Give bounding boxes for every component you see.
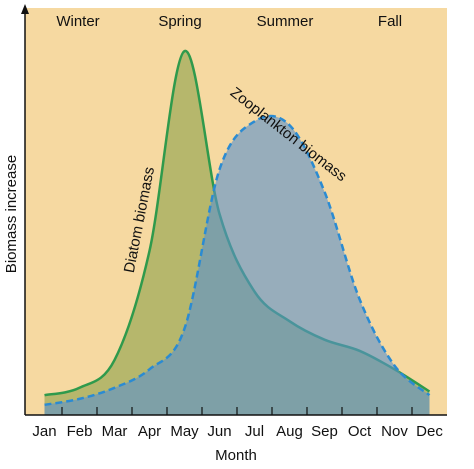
x-tick-label: Nov: [381, 423, 408, 440]
x-tick-label: Mar: [102, 423, 128, 440]
area: [44, 116, 430, 416]
x-tick-label: Apr: [138, 423, 161, 440]
y-axis-label: Biomass increase: [3, 155, 20, 273]
season-label: Winter: [56, 13, 99, 30]
season-label: Fall: [378, 13, 402, 30]
area: [44, 50, 430, 415]
x-tick-label: Aug: [276, 423, 303, 440]
x-tick-label: Oct: [348, 423, 372, 440]
x-tick-label: May: [170, 423, 199, 440]
x-tick-label: Jan: [32, 423, 56, 440]
y-axis-arrow: [21, 4, 29, 14]
x-tick-label: Jun: [207, 423, 231, 440]
x-tick-label: Dec: [416, 423, 443, 440]
line: [44, 114, 431, 407]
x-tick-label: Sep: [311, 423, 338, 440]
x-tick-label: Jul: [245, 423, 264, 440]
x-tick-label: Feb: [67, 423, 93, 440]
x-axis-label: Month: [215, 447, 257, 464]
season-label: Spring: [158, 13, 201, 30]
marks: [44, 49, 431, 416]
season-label: Summer: [257, 13, 314, 30]
